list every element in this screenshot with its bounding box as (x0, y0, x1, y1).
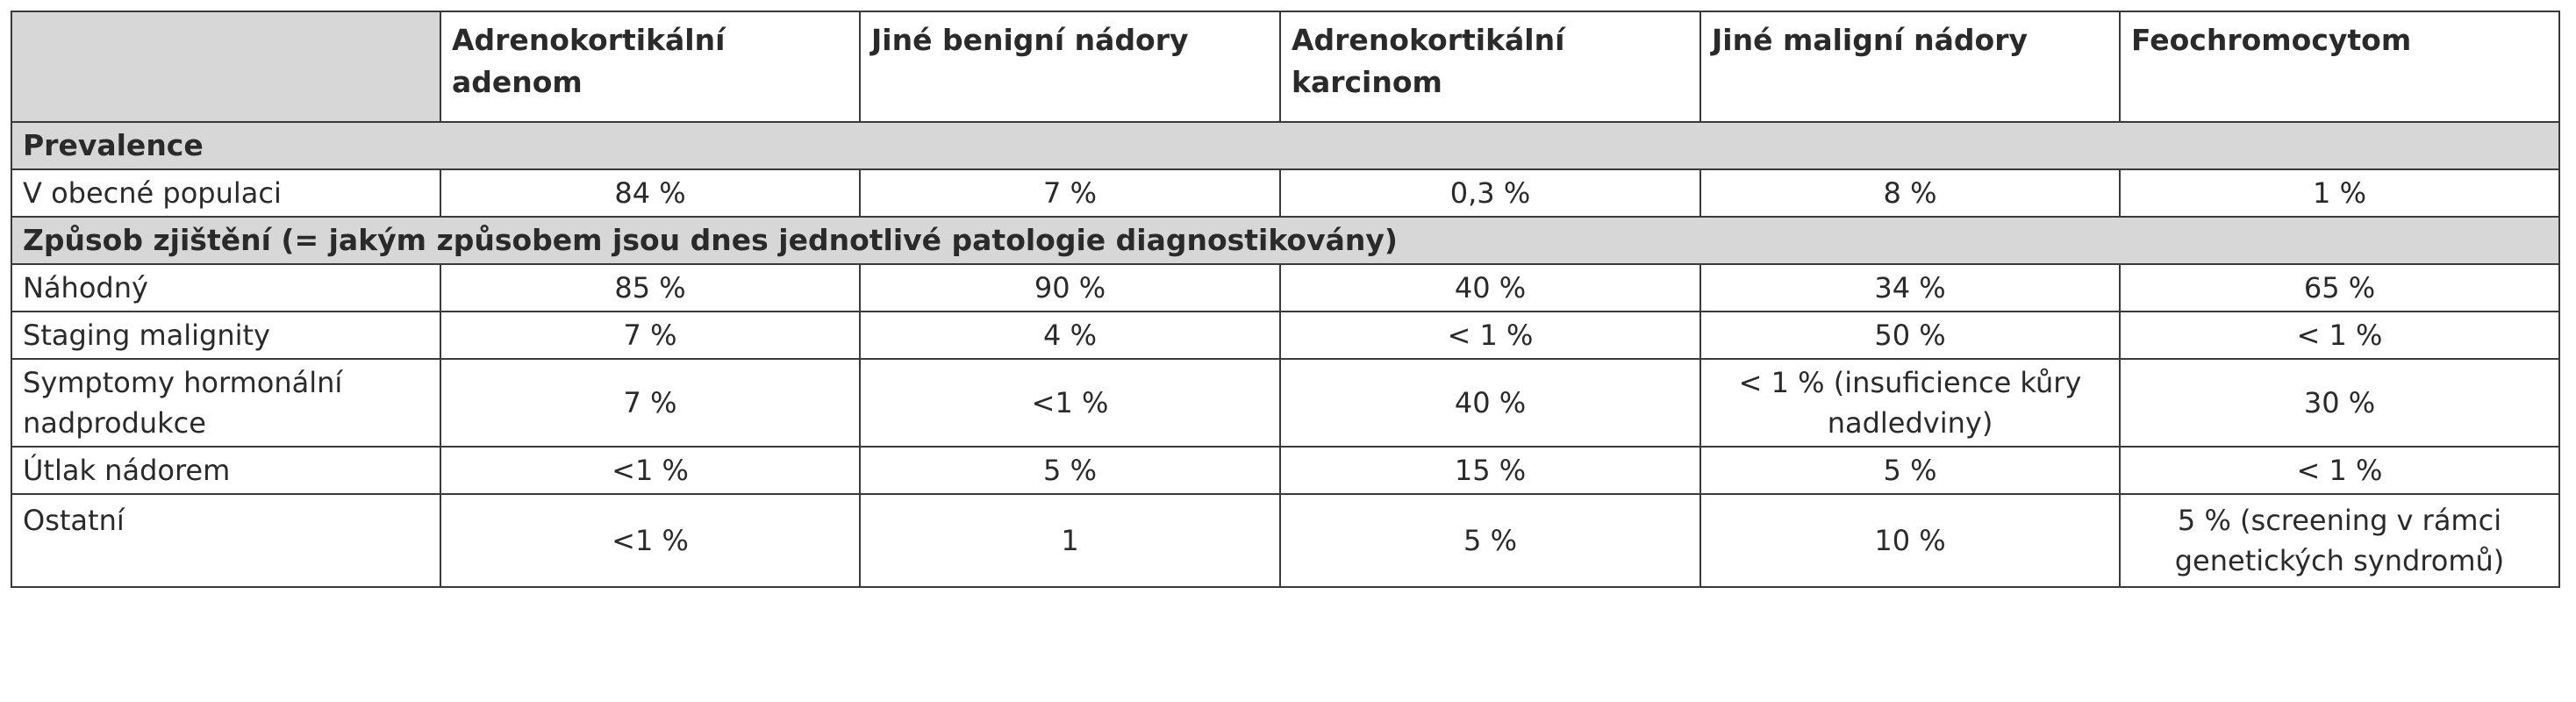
header-corner-cell (11, 11, 441, 123)
row-label: V obecné populaci (11, 168, 441, 218)
table-row: Náhodný 85 % 90 % 40 % 34 % 65 % (11, 263, 2560, 312)
table-cell: < 1 % (2119, 311, 2560, 360)
table-cell: 34 % (1699, 263, 2121, 312)
table-row: Útlak nádorem <1 % 5 % 15 % 5 % < 1 % (11, 446, 2560, 495)
table-cell: 40 % (1279, 358, 1701, 448)
row-label: Náhodný (11, 263, 441, 312)
table-cell: 7 % (859, 168, 1281, 218)
table-cell: 85 % (440, 263, 861, 312)
table-cell: 5 % (1699, 446, 2121, 495)
data-table: Adrenokortikální adenom Jiné benigní nád… (11, 11, 2560, 588)
table-cell: < 1 % (2119, 446, 2560, 495)
table-cell: 1 (859, 493, 1281, 588)
table-cell: 10 % (1699, 493, 2121, 588)
column-header: Jiné benigní nádory (859, 11, 1281, 123)
table-cell: 1 % (2119, 168, 2560, 218)
table-cell: 0,3 % (1279, 168, 1701, 218)
table-cell: 5 % (859, 446, 1281, 495)
row-label: Útlak nádorem (11, 446, 441, 495)
row-label: Staging malignity (11, 311, 441, 360)
table-cell: <1 % (440, 446, 861, 495)
table-cell: 40 % (1279, 263, 1701, 312)
table-row: Symptomy hormonální nadprodukce 7 % <1 %… (11, 358, 2560, 448)
table-cell: 5 % (1279, 493, 1701, 588)
column-header: Adrenokortikální karcinom (1279, 11, 1701, 123)
section-header-row: Prevalence (11, 121, 2560, 170)
table-cell: 4 % (859, 311, 1281, 360)
row-label: Symptomy hormonální nadprodukce (11, 358, 441, 448)
table-cell: 8 % (1699, 168, 2121, 218)
table-cell: 65 % (2119, 263, 2560, 312)
table-cell: 5 % (screening v rámci genetických syndr… (2119, 493, 2560, 588)
section-header-row: Způsob zjištění (= jakým způsobem jsou d… (11, 216, 2560, 265)
table-cell: < 1 % (1279, 311, 1701, 360)
table-row: Staging malignity 7 % 4 % < 1 % 50 % < 1… (11, 311, 2560, 360)
table-cell: 15 % (1279, 446, 1701, 495)
table-cell: <1 % (440, 493, 861, 588)
table-cell: 7 % (440, 358, 861, 448)
table-cell: 84 % (440, 168, 861, 218)
table-row: Ostatní <1 % 1 5 % 10 % 5 % (screening v… (11, 493, 2560, 588)
table-cell: 30 % (2119, 358, 2560, 448)
table-row: V obecné populaci 84 % 7 % 0,3 % 8 % 1 % (11, 168, 2560, 218)
table-cell: 90 % (859, 263, 1281, 312)
section-title: Způsob zjištění (= jakým způsobem jsou d… (11, 216, 2560, 265)
header-row: Adrenokortikální adenom Jiné benigní nád… (11, 11, 2560, 123)
row-label: Ostatní (11, 493, 441, 588)
column-header: Jiné maligní nádory (1699, 11, 2121, 123)
column-header: Feochromocytom (2119, 11, 2560, 123)
table-cell: <1 % (859, 358, 1281, 448)
data-table-container: Adrenokortikální adenom Jiné benigní nád… (11, 11, 2560, 588)
table-cell: 50 % (1699, 311, 2121, 360)
table-cell: 7 % (440, 311, 861, 360)
section-title: Prevalence (11, 121, 2560, 170)
table-cell: < 1 % (insuficience kůry nadledviny) (1699, 358, 2121, 448)
column-header: Adrenokortikální adenom (440, 11, 861, 123)
